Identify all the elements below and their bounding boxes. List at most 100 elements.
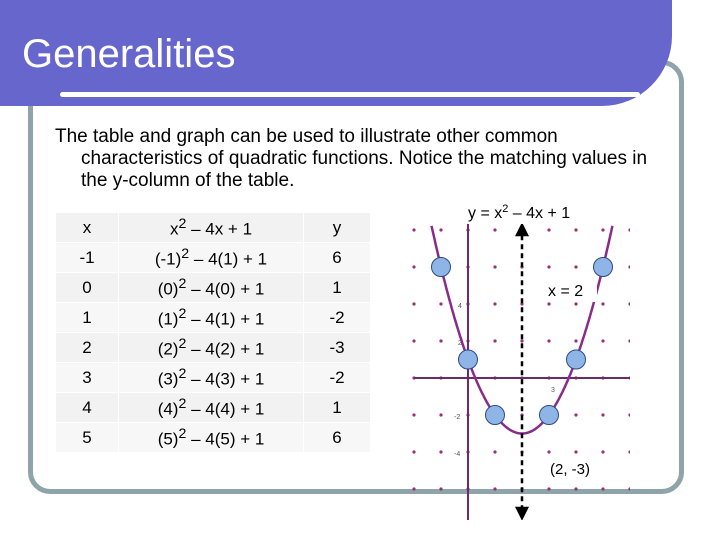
graph-point	[458, 349, 478, 370]
grid-dot	[628, 302, 630, 306]
grid-dot	[601, 413, 605, 417]
grid-dot	[520, 339, 524, 343]
cell-x: 4	[55, 392, 119, 423]
grid-dot	[628, 487, 630, 491]
grid-dot	[547, 265, 551, 269]
grid-dot	[628, 228, 630, 232]
grid-dot	[628, 339, 630, 343]
vertex-label: (2, -3)	[550, 461, 590, 478]
grid-dot	[439, 228, 443, 232]
tick-label: 4	[458, 303, 462, 310]
grid-dot	[628, 450, 630, 454]
grid-dot	[439, 413, 443, 417]
arrow-up-icon	[515, 222, 529, 237]
grid-dot	[412, 228, 416, 232]
cell-y: 1	[303, 272, 371, 303]
intro-line-1: The table and graph can be used to illus…	[55, 126, 558, 147]
arrow-down-icon	[515, 506, 529, 520]
cell-y: 1	[303, 392, 371, 423]
grid-dot	[601, 302, 605, 306]
grid-dot	[412, 302, 416, 306]
grid-dot	[574, 265, 578, 269]
grid-dot	[574, 450, 578, 454]
grid-dot	[493, 265, 497, 269]
axis-of-symmetry-label: x = 2	[548, 283, 583, 300]
grid-dot	[547, 302, 551, 306]
header-x: x	[55, 212, 119, 243]
grid-dot	[547, 339, 551, 343]
title-bar: Generalities	[0, 0, 672, 106]
grid-dot	[574, 302, 578, 306]
header-expression: x2 – 4x + 1	[118, 212, 304, 243]
cell-x: 3	[55, 362, 119, 393]
cell-y: -2	[303, 362, 371, 393]
grid-dot	[601, 450, 605, 454]
cell-expression: (3)2 – 4(3) + 1	[118, 362, 304, 393]
cell-x: -1	[55, 242, 119, 273]
grid-dot	[493, 228, 497, 232]
graph-point	[566, 349, 586, 370]
grid-dot	[493, 302, 497, 306]
table-header-row: x x2 – 4x + 1 y	[55, 212, 371, 243]
table-row: 1 (1)2 – 4(1) + 1 -2	[55, 302, 371, 333]
grid-dot	[439, 302, 443, 306]
title-underline	[60, 92, 640, 97]
grid-dot	[493, 339, 497, 343]
values-table: x x2 – 4x + 1 y -1 (-1)2 – 4(1) + 1 6 0 (0)2…	[55, 212, 371, 453]
tick-label: 2	[458, 340, 462, 347]
cell-x: 1	[55, 302, 119, 333]
cell-y: 6	[303, 242, 371, 273]
parabola-graph: 4 2 -2 -4 3 y = x2 – 4x + 1 x = 2 (2, -3)	[412, 200, 630, 520]
grid-dot	[439, 339, 443, 343]
cell-y: -2	[303, 302, 371, 333]
graph-point	[539, 405, 559, 425]
table-row: 2 (2)2 – 4(2) + 1 -3	[55, 332, 371, 363]
grid-dot	[601, 487, 605, 491]
equation-label: y = x2 – 4x + 1	[468, 203, 570, 222]
grid-dot	[601, 228, 605, 232]
intro-line-rest: characteristics of quadratic functions. …	[81, 148, 648, 191]
grid-dot	[547, 487, 551, 491]
cell-y: -3	[303, 332, 371, 363]
grid-dot	[601, 339, 605, 343]
graph-point	[485, 405, 505, 425]
equation-bg	[464, 200, 620, 224]
grid-dot	[628, 265, 630, 269]
grid-dot	[574, 487, 578, 491]
cell-expression: (0)2 – 4(0) + 1	[118, 272, 304, 303]
cell-expression: (-1)2 – 4(1) + 1	[118, 242, 304, 273]
grid-dot	[547, 228, 551, 232]
slide-title: Generalities	[22, 32, 236, 76]
grid-dot	[412, 339, 416, 343]
axis-label-bg	[545, 280, 597, 302]
grid-dot	[439, 487, 443, 491]
cell-x: 5	[55, 422, 119, 453]
cell-x: 0	[55, 272, 119, 303]
tick-label: -2	[454, 414, 460, 421]
grid-dot	[547, 450, 551, 454]
cell-expression: (2)2 – 4(2) + 1	[118, 332, 304, 363]
intro-text: The table and graph can be used to illus…	[55, 126, 675, 192]
grid-dot	[628, 413, 630, 417]
cell-y: 6	[303, 422, 371, 453]
cell-expression: (1)2 – 4(1) + 1	[118, 302, 304, 333]
grid-dot	[412, 413, 416, 417]
graph-point	[593, 257, 613, 277]
grid-dot	[412, 265, 416, 269]
grid-dot	[574, 413, 578, 417]
grid-dot	[412, 487, 416, 491]
header-y: y	[303, 212, 371, 243]
cell-expression: (4)2 – 4(4) + 1	[118, 392, 304, 423]
tick-label: -4	[454, 451, 460, 458]
table-row: 3 (3)2 – 4(3) + 1 -2	[55, 362, 371, 393]
graph-point	[431, 257, 451, 277]
cell-x: 2	[55, 332, 119, 363]
tick-label: 3	[551, 387, 555, 394]
cell-expression: (5)2 – 4(5) + 1	[118, 422, 304, 453]
grid-dot	[574, 228, 578, 232]
grid-dot	[493, 487, 497, 491]
grid-dot	[574, 339, 578, 343]
